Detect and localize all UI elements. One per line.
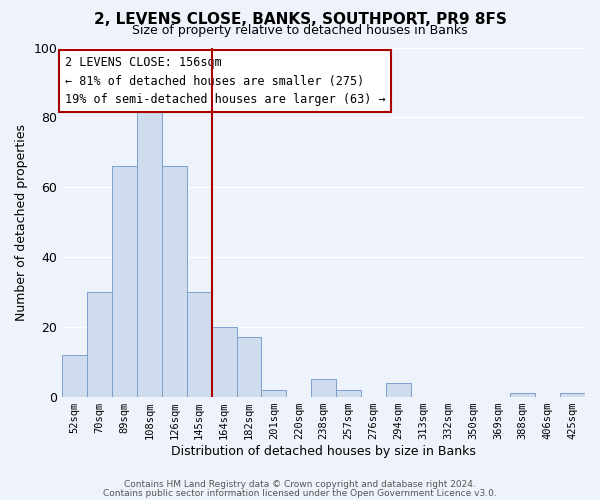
Bar [187, 292, 212, 397]
Bar [162, 166, 187, 396]
X-axis label: Distribution of detached houses by size in Banks: Distribution of detached houses by size … [171, 444, 476, 458]
Bar [112, 166, 137, 396]
Bar [386, 382, 411, 396]
Bar [511, 393, 535, 396]
Bar [62, 354, 87, 397]
Text: Contains public sector information licensed under the Open Government Licence v3: Contains public sector information licen… [103, 489, 497, 498]
Bar [87, 292, 112, 397]
Bar [137, 104, 162, 397]
Text: 2, LEVENS CLOSE, BANKS, SOUTHPORT, PR9 8FS: 2, LEVENS CLOSE, BANKS, SOUTHPORT, PR9 8… [94, 12, 506, 28]
Y-axis label: Number of detached properties: Number of detached properties [15, 124, 28, 320]
Bar [236, 337, 262, 396]
Text: Contains HM Land Registry data © Crown copyright and database right 2024.: Contains HM Land Registry data © Crown c… [124, 480, 476, 489]
Text: 2 LEVENS CLOSE: 156sqm
← 81% of detached houses are smaller (275)
19% of semi-de: 2 LEVENS CLOSE: 156sqm ← 81% of detached… [65, 56, 386, 106]
Bar [336, 390, 361, 396]
Bar [560, 393, 585, 396]
Bar [311, 379, 336, 396]
Bar [212, 327, 236, 396]
Text: Size of property relative to detached houses in Banks: Size of property relative to detached ho… [132, 24, 468, 37]
Bar [262, 390, 286, 396]
